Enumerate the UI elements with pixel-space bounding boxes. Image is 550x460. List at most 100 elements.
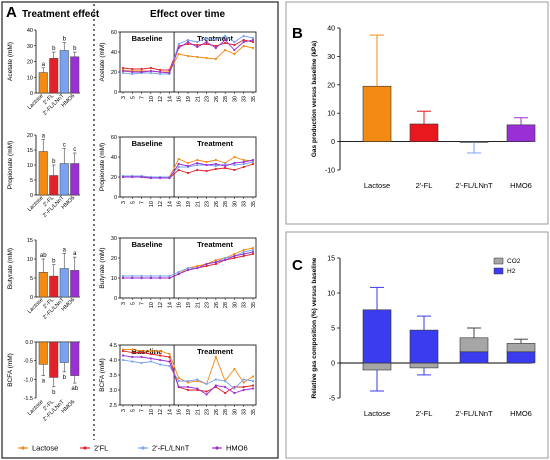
x-tick-label: 12 — [158, 409, 164, 415]
data-point — [242, 34, 245, 38]
data-point — [168, 360, 171, 363]
data-point — [149, 276, 152, 280]
data-point — [121, 175, 125, 179]
y-axis-label: Butyrate (mM) — [7, 248, 14, 289]
data-point — [205, 42, 208, 46]
y-tick-label: 5 — [30, 178, 33, 184]
y-tick-label: 40 — [327, 26, 335, 33]
y-tick-label: 10 — [111, 276, 117, 282]
bar-h2 — [362, 309, 392, 364]
data-point — [121, 71, 125, 75]
x-tick-label: 19 — [186, 409, 192, 415]
data-point — [242, 388, 245, 392]
data-point — [186, 268, 190, 272]
y-tick-label: 30 — [111, 236, 117, 242]
data-point — [205, 390, 208, 393]
data-point — [251, 248, 255, 252]
data-point — [233, 387, 236, 390]
data-point — [140, 175, 143, 179]
data-point — [214, 260, 217, 264]
category-label: HMO6 — [510, 409, 532, 418]
treatment-label: Treatment — [197, 347, 233, 356]
data-point — [251, 375, 255, 378]
data-point — [186, 161, 190, 165]
x-tick-label: 19 — [186, 201, 192, 207]
bar-co2 — [362, 362, 392, 371]
legend-label: HMO6 — [226, 444, 248, 453]
data-point — [242, 254, 245, 258]
y-tick-label: 15 — [27, 238, 33, 244]
significance-letter: c — [63, 143, 66, 149]
significance-letter: a — [42, 62, 46, 68]
x-tick-label: 7 — [140, 96, 146, 99]
legend-swatch — [493, 267, 504, 275]
y-axis-label: Acetate (mM) — [99, 42, 106, 81]
x-tick-label: 3 — [121, 96, 127, 99]
y-tick-label: 3.0 — [109, 388, 117, 394]
panel-a-frame — [1, 1, 279, 459]
y-tick-label: 60 — [111, 135, 117, 141]
x-tick-label: 5 — [130, 96, 136, 99]
data-point — [233, 163, 236, 167]
x-tick-label: 30 — [232, 96, 238, 102]
y-tick-label: 0 — [30, 91, 33, 97]
data-point — [205, 56, 208, 60]
bar — [49, 175, 59, 196]
y-tick-label: 30 — [27, 44, 33, 50]
data-point — [214, 355, 217, 359]
significance-letter: a — [73, 251, 77, 257]
data-point — [214, 167, 217, 171]
x-tick-label: 16 — [177, 409, 183, 415]
y-tick-label: 10 — [27, 75, 33, 81]
panel-b-letter: B — [292, 25, 303, 42]
legend-label: 2'FL — [94, 444, 108, 453]
y-tick-label: 4.5 — [109, 343, 117, 349]
x-tick-label: 33 — [242, 201, 248, 207]
y-axis-label: Relative gas composition (%) versus base… — [311, 257, 318, 398]
x-tick-label: 30 — [232, 302, 238, 308]
data-point — [149, 349, 152, 353]
data-point — [159, 358, 162, 362]
data-point — [186, 38, 190, 42]
data-point — [196, 43, 199, 47]
x-tick-label: 16 — [177, 96, 183, 102]
data-point — [214, 384, 217, 387]
data-point — [177, 52, 180, 56]
data-point — [214, 378, 217, 381]
data-point — [186, 385, 190, 389]
x-tick-label: 14 — [167, 409, 173, 415]
treatment-label: Treatment — [197, 240, 233, 249]
data-point — [196, 387, 199, 390]
bar — [70, 341, 80, 376]
y-tick-label: 2.5 — [109, 403, 117, 409]
data-point — [214, 38, 217, 42]
y-tick-label: 5 — [30, 276, 33, 282]
panel-a-letter: A — [6, 4, 17, 21]
data-point — [205, 169, 208, 173]
bar — [38, 151, 48, 196]
data-point — [168, 364, 171, 368]
data-point — [251, 160, 255, 164]
significance-letter: b — [52, 259, 56, 265]
x-tick-label: 35 — [251, 409, 257, 415]
data-point — [205, 36, 208, 40]
data-point — [131, 355, 134, 359]
data-point — [242, 44, 245, 48]
x-tick-label: 10 — [149, 96, 155, 102]
data-point — [214, 46, 217, 50]
significance-letter: b — [52, 390, 56, 396]
y-tick-label: 0 — [331, 361, 335, 368]
data-point — [131, 72, 134, 76]
data-point — [242, 248, 245, 252]
category-label: 2'-FL/LNnT — [455, 409, 493, 418]
bar-co2 — [506, 343, 536, 353]
y-axis-label: Butyrate (mM) — [99, 247, 106, 288]
data-point — [177, 385, 180, 389]
data-point — [186, 266, 190, 270]
effect-over-time-chart: Baseline Treatment 0 10 20 30 Butyrate (mM) 3 5 7… — [99, 236, 257, 308]
x-tick-label: 3 — [121, 409, 127, 412]
x-tick-label: 28 — [223, 201, 229, 207]
bar — [59, 341, 69, 363]
legend-swatch — [493, 257, 504, 265]
x-tick-label: 12 — [158, 96, 164, 102]
